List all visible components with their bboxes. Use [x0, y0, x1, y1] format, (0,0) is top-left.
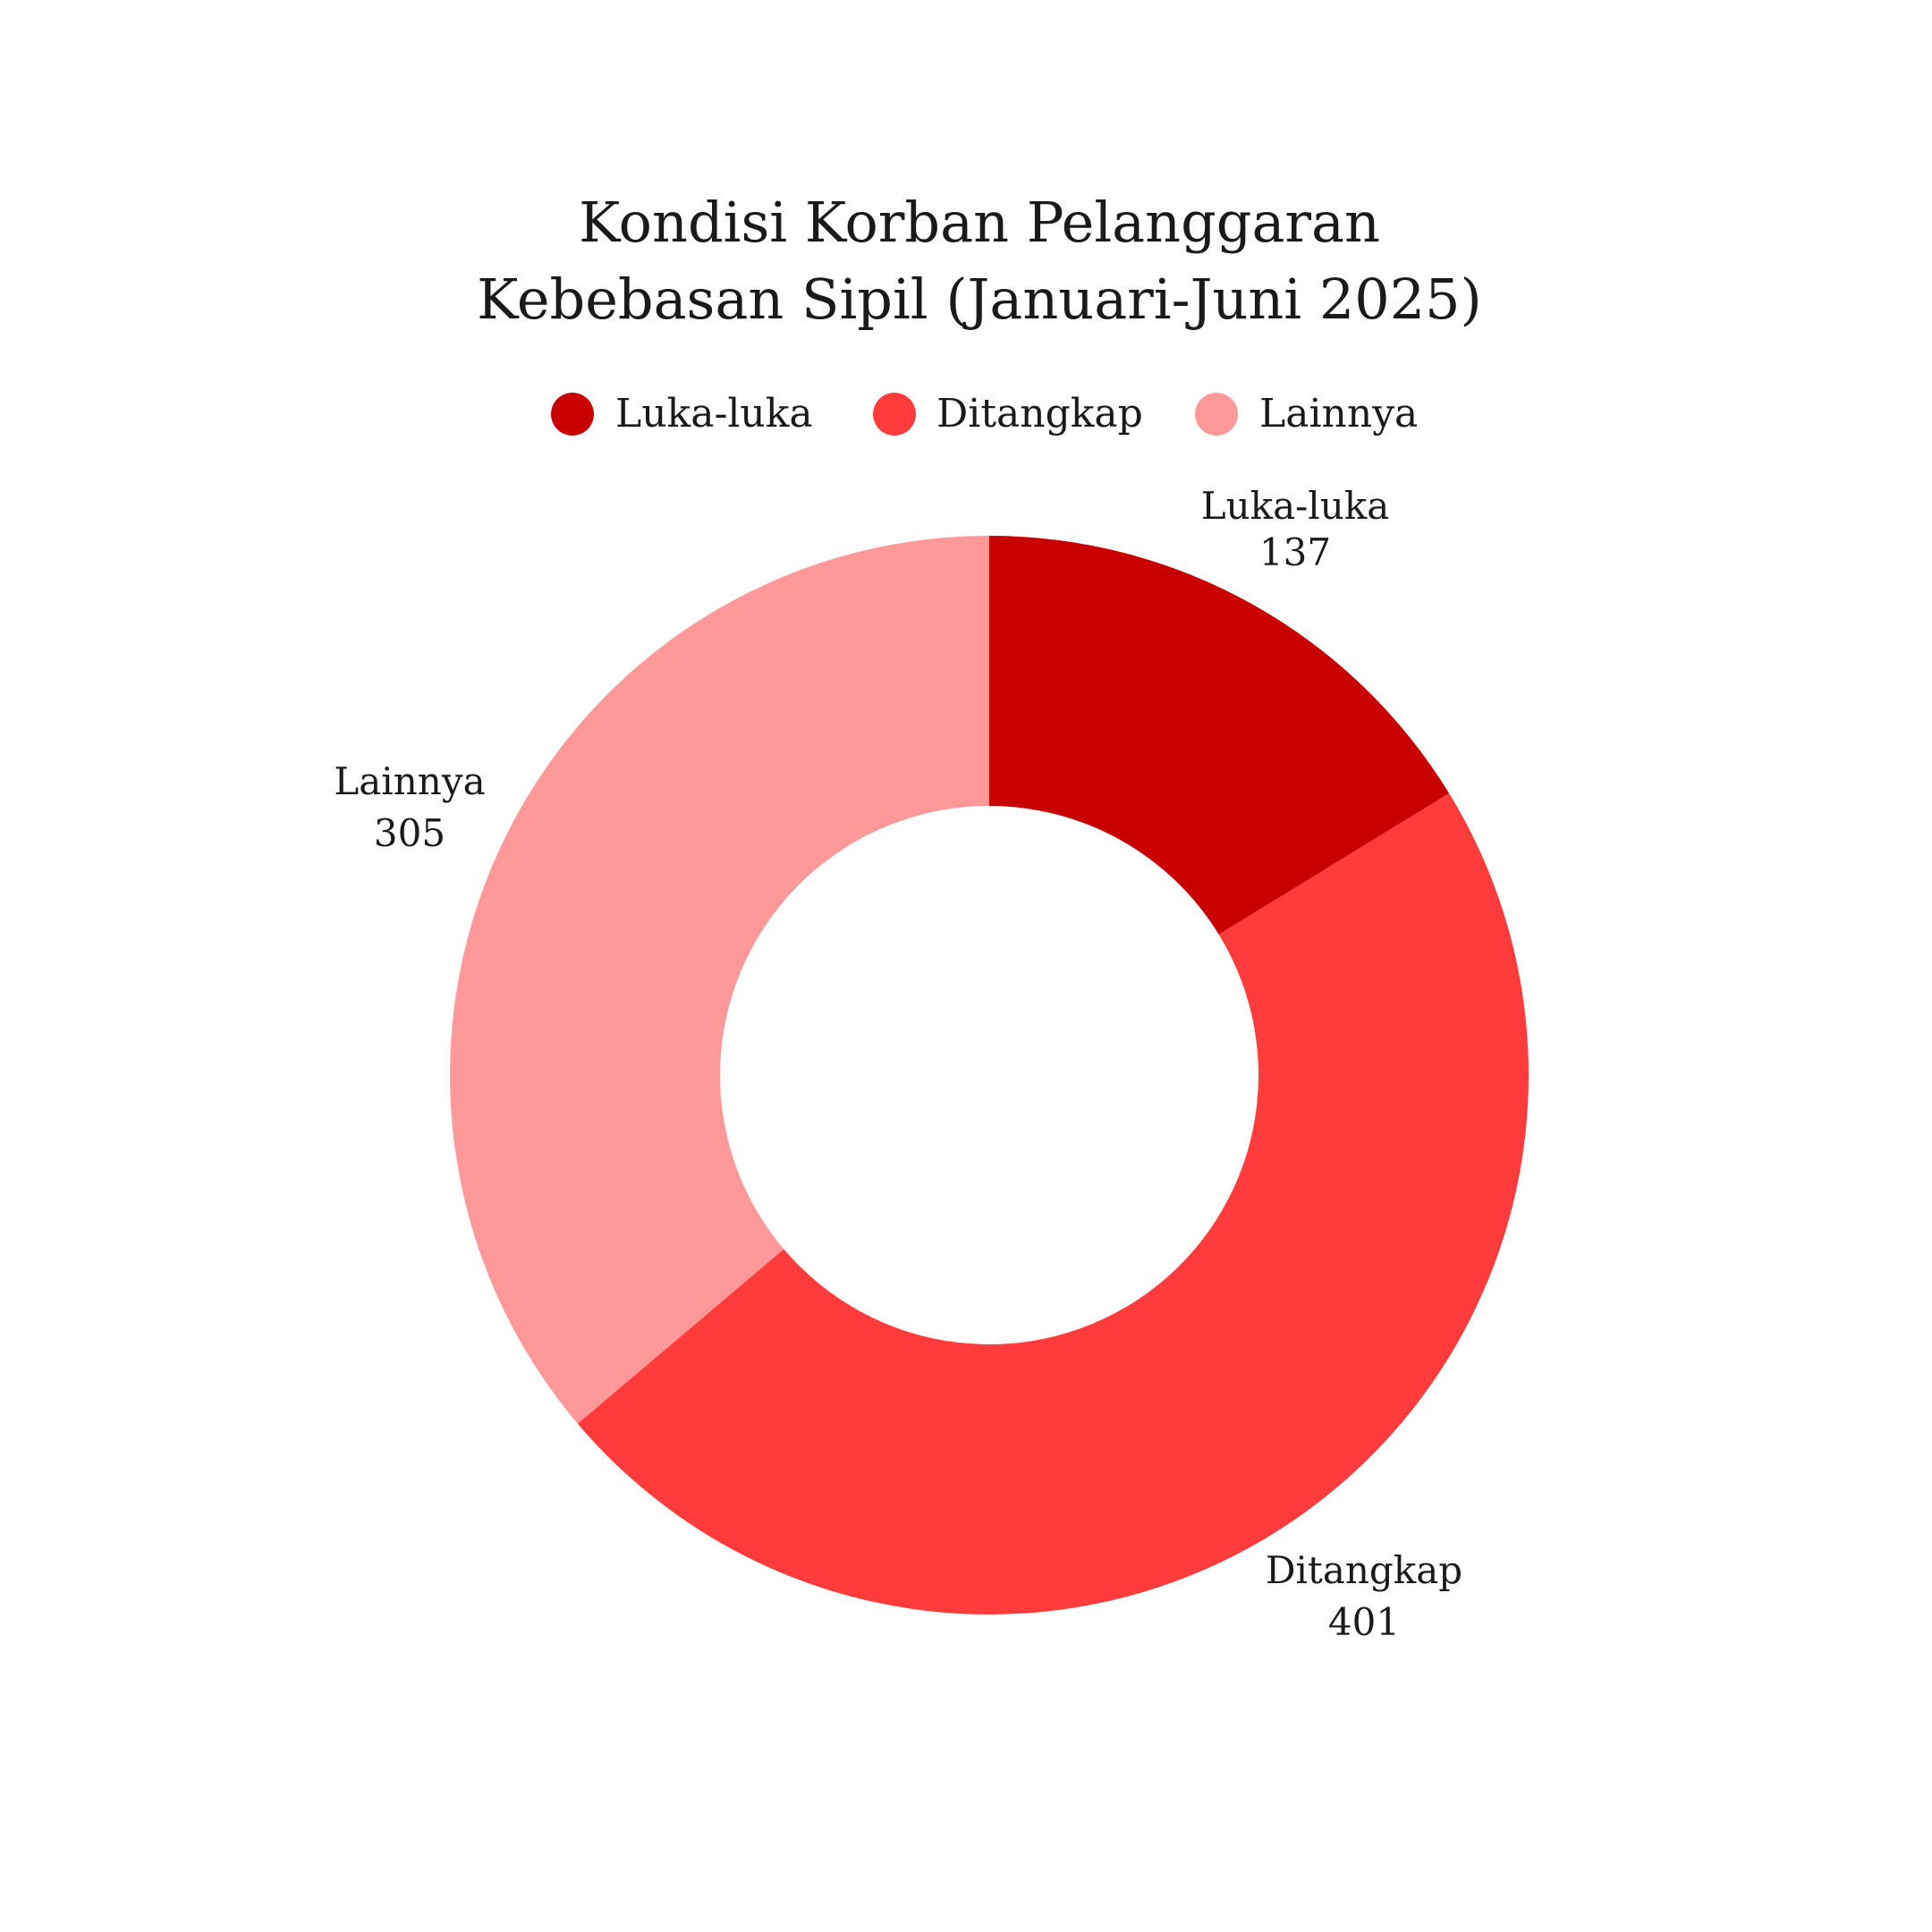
chart-title-line-1: Kondisi Korban Pelanggaran [579, 190, 1380, 255]
chart-title-line-2: Kebebasan Sipil (Januari-Juni 2025) [477, 267, 1482, 332]
legend-marker-luka-luka [551, 393, 594, 436]
legend-label-ditangkap: Ditangkap [936, 391, 1143, 436]
slice-label-name-lainnya: Lainnya [334, 759, 485, 803]
slice-label-lainnya: Lainnya 305 [334, 759, 485, 855]
legend-item-lainnya: Lainnya [1195, 391, 1418, 436]
slice-label-name-ditangkap: Ditangkap [1266, 1548, 1462, 1592]
slice-label-value-luka-luka: 137 [1259, 530, 1331, 574]
slice-label-luka-luka: Luka-luka 137 [1201, 484, 1390, 574]
legend-marker-lainnya [1195, 393, 1238, 436]
slice-labels: Luka-luka 137 Ditangkap 401 Lainnya 305 [334, 484, 1462, 1644]
slice-label-name-luka-luka: Luka-luka [1201, 484, 1390, 528]
legend-label-lainnya: Lainnya [1259, 391, 1418, 436]
slice-ditangkap [577, 792, 1530, 1615]
legend-item-luka-luka: Luka-luka [551, 391, 813, 436]
chart-title: Kondisi Korban Pelanggaran Kebebasan Sip… [477, 190, 1482, 332]
slice-label-value-ditangkap: 401 [1328, 1600, 1400, 1644]
slice-lainnya [449, 536, 989, 1424]
slice-label-ditangkap: Ditangkap 401 [1266, 1548, 1462, 1644]
donut-slices [449, 536, 1530, 1615]
slice-label-value-lainnya: 305 [374, 811, 445, 855]
legend-label-luka-luka: Luka-luka [615, 391, 813, 436]
legend-item-ditangkap: Ditangkap [873, 391, 1143, 436]
legend: Luka-luka Ditangkap Lainnya [551, 391, 1418, 436]
legend-marker-ditangkap [873, 393, 916, 436]
slice-luka-luka [989, 536, 1450, 935]
